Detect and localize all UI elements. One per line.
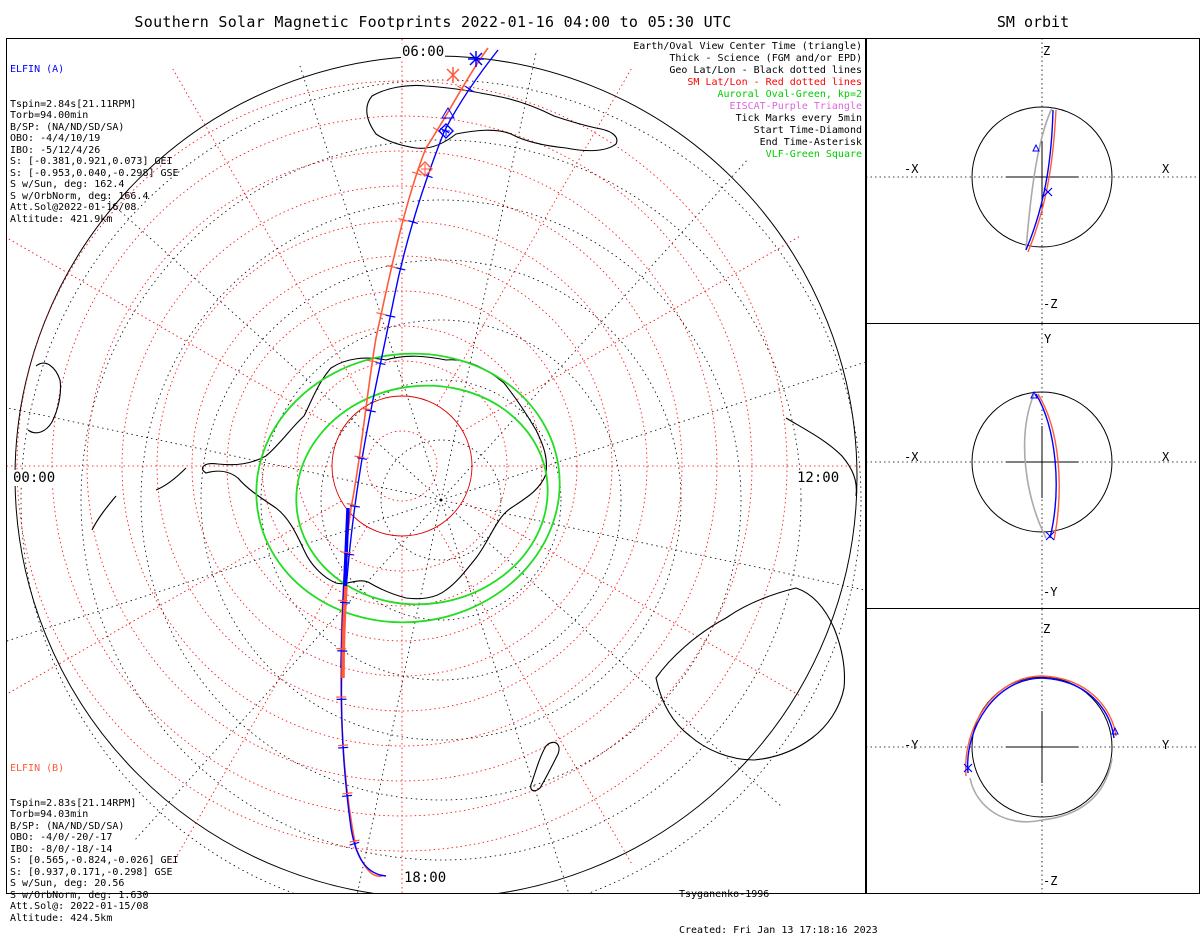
elfin-a-end-asterisk [468, 51, 484, 67]
elfin-b-tick-marks [336, 86, 466, 842]
legend-item: Thick - Science (FGM and/or EPD) [633, 53, 862, 65]
panel3-right-label: Y [1162, 738, 1169, 752]
elfin-a-line: S w/OrbNorm, deg: 166.4 [10, 191, 179, 203]
panel2-top-label: Y [1044, 332, 1051, 346]
africa-coast [28, 363, 61, 433]
legend-item: End Time-Asterisk [633, 137, 862, 149]
panel2-bottom-label: -Y [1043, 585, 1057, 599]
elfin-b-line: Altitude: 424.5km [10, 913, 179, 925]
legend-item: Geo Lat/Lon - Black dotted lines [633, 65, 862, 77]
footer: Tsyganenko-1996 Created: Fri Jan 13 17:1… [679, 865, 878, 949]
orbit-panel-xz [866, 38, 1200, 323]
auroral-ovals [239, 334, 577, 642]
auroral-oval-outer [239, 334, 577, 642]
elfin-a-line: Altitude: 421.9km [10, 214, 179, 226]
panel3-bottom-label: -Z [1043, 874, 1057, 888]
elfin-b-line: IBO: -8/0/-18/-14 [10, 844, 179, 856]
panel1-top-label: Z [1043, 44, 1050, 58]
elfin-b-line: S w/Sun, deg: 20.56 [10, 878, 179, 890]
legend-item: Earth/Oval View Center Time (triangle) [633, 41, 862, 53]
panel1-right-label: X [1162, 162, 1169, 176]
panel2-right-label: X [1162, 450, 1169, 464]
model-label: Tsyganenko-1996 [679, 889, 878, 901]
panel1-bottom-label: -Z [1043, 297, 1057, 311]
panel3-top-label: Z [1043, 622, 1050, 636]
legend-item: VLF-Green Square [633, 149, 862, 161]
elfin-a-line: B/SP: (NA/ND/SD/SA) [10, 122, 179, 134]
elfin-a-line: S: [-0.953,0.040,-0.298] GSE [10, 168, 179, 180]
elfin-a-line: Torb=94.00min [10, 110, 179, 122]
elfin-a-line: Att.Sol@2022-01-16/08 [10, 202, 179, 214]
elfin-b-line: OBO: -4/0/-20/-17 [10, 832, 179, 844]
mlt-label-right: 12:00 [796, 470, 840, 486]
elfin-b-line: S: [0.937,0.171,-0.298] GSE [10, 867, 179, 879]
legend-item: SM Lat/Lon - Red dotted lines [633, 77, 862, 89]
elfin-a-line: S w/Sun, deg: 162.4 [10, 179, 179, 191]
islands-left [92, 468, 186, 530]
elfin-a-info: ELFIN (A) Tspin=2.84s[21.11RPM]Torb=94.0… [10, 41, 179, 237]
mlt-label-left: 00:00 [12, 470, 56, 486]
new-zealand-coast [531, 742, 559, 791]
elfin-a-name: ELFIN (A) [10, 64, 179, 76]
australia-coast [656, 588, 845, 760]
elfin-b-line: S w/OrbNorm, deg: 1.630 [10, 890, 179, 902]
elfin-b-line: B/SP: (NA/ND/SD/SA) [10, 821, 179, 833]
elfin-a-line: S: [-0.381,0.921,0.073] GEI [10, 156, 179, 168]
elfin-a-line: IBO: -5/12/4/26 [10, 145, 179, 157]
elfin-a-line: Tspin=2.84s[21.11RPM] [10, 99, 179, 111]
elfin-b-line: Tspin=2.83s[21.14RPM] [10, 798, 179, 810]
elfin-a-start-diamond [439, 124, 453, 138]
elfin-b-line: S: [0.565,-0.824,-0.026] GEI [10, 855, 179, 867]
orbit-panel-xy [866, 324, 1200, 608]
elfin-b-info: ELFIN (B) Tspin=2.83s[21.14RPM]Torb=94.0… [10, 740, 179, 936]
south-america-coast [367, 85, 617, 150]
orbit-title: SM orbit [866, 13, 1200, 31]
legend-item: Auroral Oval-Green, kp=2 [633, 89, 862, 101]
panel2-left-label: -X [904, 450, 918, 464]
auroral-oval-inner [282, 370, 562, 621]
mlt-label-bottom: 18:00 [403, 870, 447, 886]
panel3-left-label: -Y [904, 738, 918, 752]
elfin-b-line: Torb=94.03min [10, 809, 179, 821]
elfin-b-name: ELFIN (B) [10, 763, 179, 775]
elfin-b-line: Att.Sol@: 2022-01-15/08 [10, 901, 179, 913]
legend-item: Start Time-Diamond [633, 125, 862, 137]
created-label: Created: Fri Jan 13 17:18:16 2023 [679, 925, 878, 937]
elfin-a-line: OBO: -4/4/10/19 [10, 133, 179, 145]
mlt-label-top: 06:00 [401, 44, 445, 60]
legend-item: Tick Marks every 5min [633, 113, 862, 125]
elfin-b-science-segment [343, 586, 346, 678]
legend: Earth/Oval View Center Time (triangle)Th… [633, 41, 862, 161]
panel1-left-label: -X [904, 162, 918, 176]
plot-title: Southern Solar Magnetic Footprints 2022-… [0, 13, 866, 31]
legend-item: EISCAT-Purple Triangle [633, 101, 862, 113]
